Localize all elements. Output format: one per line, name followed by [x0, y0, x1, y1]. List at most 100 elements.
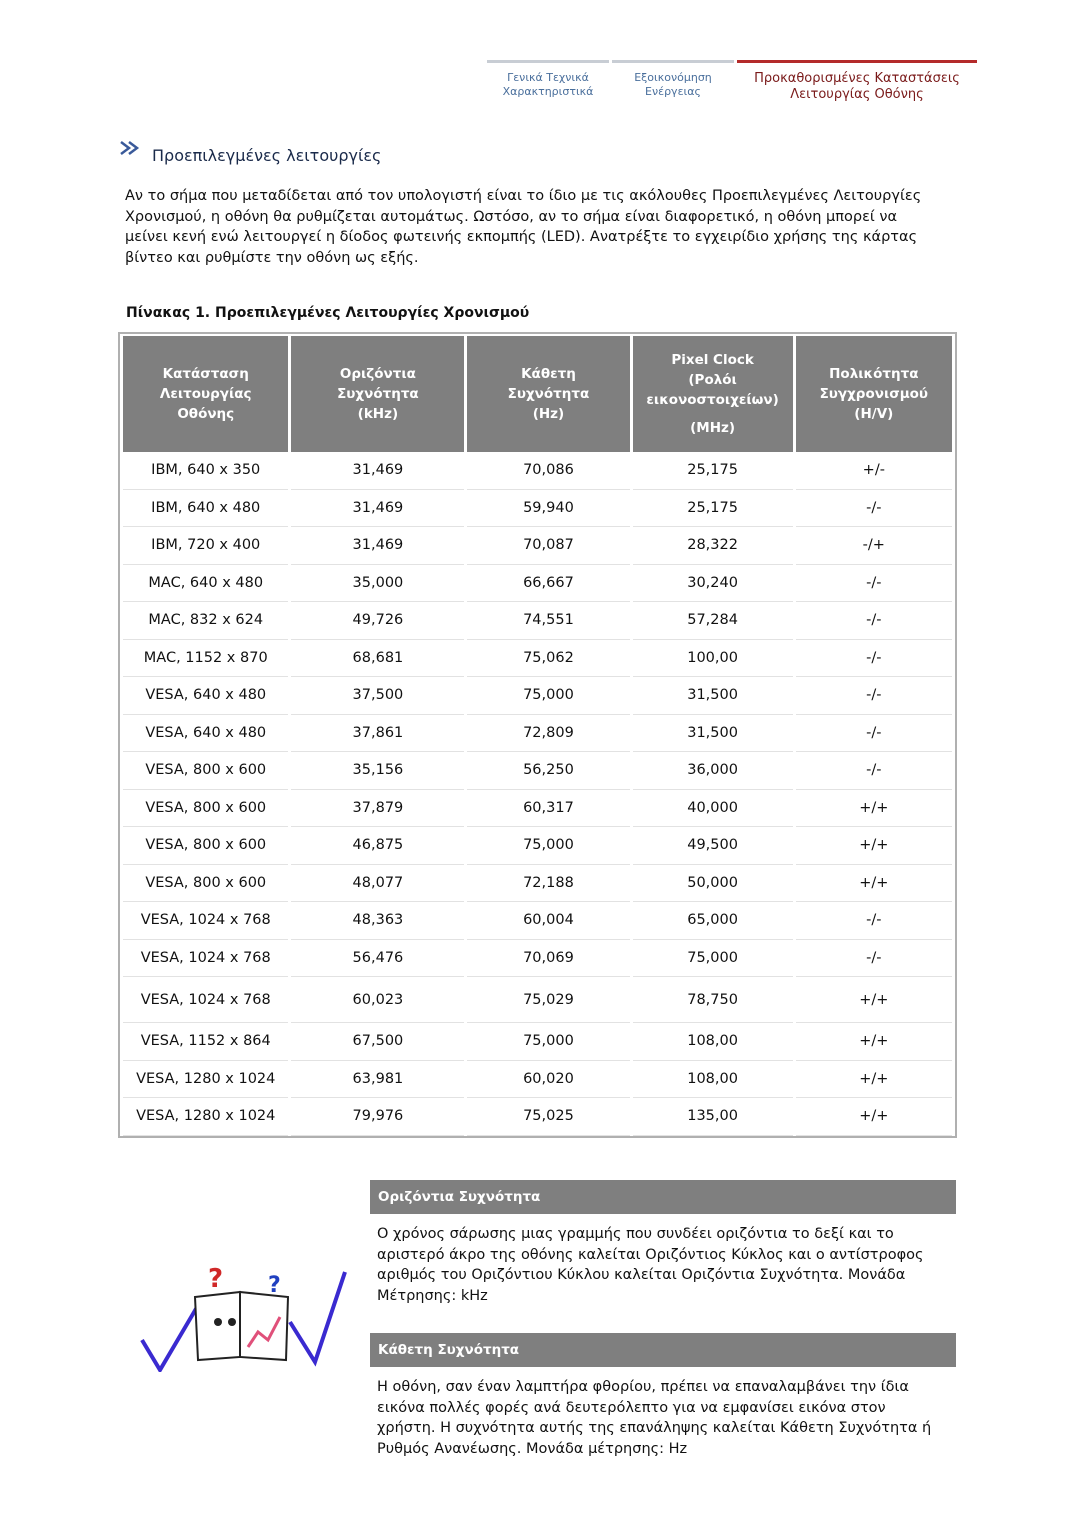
table-cell: VESA, 1024 x 768: [123, 940, 289, 977]
table-cell: 49,726: [291, 602, 465, 640]
table-cell: 60,004: [467, 902, 630, 940]
table-cell: VESA, 640 x 480: [123, 715, 289, 752]
header-line: Pixel Clock: [671, 352, 754, 368]
table-cell: 70,086: [467, 452, 630, 490]
table-cell: 37,861: [291, 715, 465, 752]
table-cell: +/-: [795, 452, 952, 490]
table-row: MAC, 640 x 480 35,000 66,667 30,240 -/-: [123, 565, 952, 602]
table-cell: +/+: [795, 1098, 952, 1136]
intro-text: Αν το σήμα που μεταδίδεται από τον υπολο…: [125, 188, 922, 266]
header-cell: Κάθετη Συχνότητα (Hz): [467, 336, 630, 452]
table-cell: +/+: [795, 1023, 952, 1061]
table-cell: 37,879: [291, 790, 465, 827]
table-cell: -/-: [795, 640, 952, 677]
table-cell: 74,551: [467, 602, 630, 640]
table-cell: 31,469: [291, 452, 465, 490]
header-line: Λειτουργίας: [159, 386, 252, 402]
header-line: Κατάσταση: [162, 366, 249, 382]
table-cell: 78,750: [632, 977, 793, 1023]
table-cell: IBM, 720 x 400: [123, 527, 289, 565]
table-cell: 48,363: [291, 902, 465, 940]
table-caption: Πίνακας 1. Προεπιλεγμένες Λειτουργίες Χρ…: [126, 305, 530, 321]
illustration: ??: [140, 1264, 347, 1372]
table-cell: VESA, 1280 x 1024: [123, 1061, 289, 1098]
table-cell: 36,000: [632, 752, 793, 790]
table-cell: MAC, 1152 x 870: [123, 640, 289, 677]
table-cell: -/-: [795, 677, 952, 715]
table-cell: 100,00: [632, 640, 793, 677]
note-title: Κάθετη Συχνότητα: [370, 1333, 956, 1367]
table-cell: 28,322: [632, 527, 793, 565]
nav-tab[interactable]: Γενικά Τεχνικά Χαρακτηριστικά: [487, 60, 609, 105]
table-cell: -/-: [795, 602, 952, 640]
table-cell: 60,023: [291, 977, 465, 1023]
note-text: Ο χρόνος σάρωσης μιας γραμμής που συνδέε…: [377, 1226, 924, 1304]
table-cell: MAC, 640 x 480: [123, 565, 289, 602]
table-cell: VESA, 800 x 600: [123, 865, 289, 902]
table-cell: 60,317: [467, 790, 630, 827]
header-line: εικονοστοιχείων): [646, 392, 779, 408]
table-cell: 48,077: [291, 865, 465, 902]
table-cell: -/+: [795, 527, 952, 565]
table-cell: 70,069: [467, 940, 630, 977]
table-row: VESA, 800 x 600 37,879 60,317 40,000 +/+: [123, 790, 952, 827]
table-cell: 70,087: [467, 527, 630, 565]
table-cell: VESA, 800 x 600: [123, 790, 289, 827]
header-line: (H/V): [854, 406, 894, 422]
table-cell: 40,000: [632, 790, 793, 827]
header-line: Συχνότητα: [507, 386, 590, 402]
header-cell: Κατάσταση Λειτουργίας Οθόνης: [123, 336, 289, 452]
table-cell: MAC, 832 x 624: [123, 602, 289, 640]
header-cell: Pixel Clock (Ρολόι εικονοστοιχείων) (MHz): [632, 336, 793, 452]
table-cell: VESA, 1152 x 864: [123, 1023, 289, 1061]
table-cell: 68,681: [291, 640, 465, 677]
table-cell: VESA, 800 x 600: [123, 752, 289, 790]
table-cell: 108,00: [632, 1061, 793, 1098]
table-row: MAC, 1152 x 870 68,681 75,062 100,00 -/-: [123, 640, 952, 677]
table-cell: -/-: [795, 752, 952, 790]
table-row: VESA, 1024 x 768 56,476 70,069 75,000 -/-: [123, 940, 952, 977]
header-line: (Hz): [532, 406, 565, 422]
table-row: VESA, 800 x 600 35,156 56,250 36,000 -/-: [123, 752, 952, 790]
tab-line: Χαρακτηριστικά: [502, 85, 594, 98]
table-cell: -/-: [795, 940, 952, 977]
table-cell: VESA, 1024 x 768: [123, 902, 289, 940]
table-row: VESA, 1280 x 1024 63,981 60,020 108,00 +/+: [123, 1061, 952, 1098]
table-cell: 75,000: [632, 940, 793, 977]
table-cell: 65,000: [632, 902, 793, 940]
table-cell: +/+: [795, 977, 952, 1023]
table-row: VESA, 800 x 600 46,875 75,000 49,500 +/+: [123, 827, 952, 865]
table-row: IBM, 640 x 350 31,469 70,086 25,175 +/-: [123, 452, 952, 490]
table-row: MAC, 832 x 624 49,726 74,551 57,284 -/-: [123, 602, 952, 640]
tab-line: Εξοικονόμηση: [634, 71, 712, 84]
table-cell: 75,000: [467, 1023, 630, 1061]
timing-table: Κατάσταση Λειτουργίας Οθόνης Οριζόντια Συχνό…: [118, 332, 957, 1138]
header-line: (kHz): [357, 406, 399, 422]
table-cell: 50,000: [632, 865, 793, 902]
nav-tab[interactable]: Εξοικονόμηση Ενέργειας: [612, 60, 734, 105]
nav-tab[interactable]: Προκαθορισμένες Καταστάσεις Λειτουργίας Ο…: [737, 60, 977, 105]
table-cell: 35,000: [291, 565, 465, 602]
header-line: Συχνότητα: [337, 386, 419, 402]
table-cell: 31,500: [632, 715, 793, 752]
header-line: Οθόνης: [177, 406, 235, 422]
table-cell: 31,469: [291, 527, 465, 565]
table-row: VESA, 1024 x 768 60,023 75,029 78,750 +/+: [123, 977, 952, 1023]
table-cell: 59,940: [467, 490, 630, 527]
table-cell: 75,029: [467, 977, 630, 1023]
table-row: VESA, 1024 x 768 48,363 60,004 65,000 -/-: [123, 902, 952, 940]
table-cell: 67,500: [291, 1023, 465, 1061]
svg-text:?: ?: [208, 1264, 223, 1294]
table-cell: IBM, 640 x 480: [123, 490, 289, 527]
header-cell: Οριζόντια Συχνότητα (kHz): [291, 336, 465, 452]
svg-text:?: ?: [268, 1273, 281, 1298]
note-text: Η οθόνη, σαν έναν λαμπτήρα φθορίου, πρέπ…: [377, 1379, 932, 1457]
table-cell: 57,284: [632, 602, 793, 640]
table-cell: -/-: [795, 715, 952, 752]
table-cell: -/-: [795, 565, 952, 602]
table-cell: VESA, 800 x 600: [123, 827, 289, 865]
table-row: VESA, 800 x 600 48,077 72,188 50,000 +/+: [123, 865, 952, 902]
table-cell: +/+: [795, 1061, 952, 1098]
table-row: VESA, 640 x 480 37,500 75,000 31,500 -/-: [123, 677, 952, 715]
